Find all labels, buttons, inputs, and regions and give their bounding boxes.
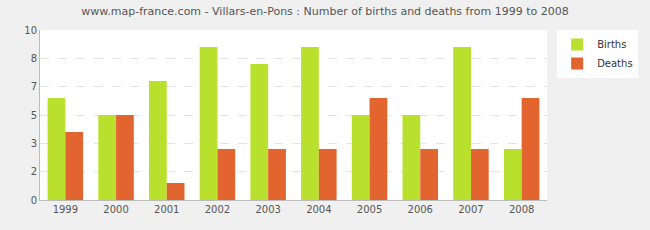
svg-text:www.map-france.com - Villars-e: www.map-france.com - Villars-en-Pons : N…: [81, 5, 568, 18]
svg-text:2007: 2007: [458, 204, 483, 215]
svg-text:2006: 2006: [408, 204, 433, 215]
svg-text:3: 3: [31, 138, 37, 149]
svg-text:0: 0: [31, 195, 37, 206]
svg-text:2003: 2003: [255, 204, 280, 215]
svg-text:2001: 2001: [154, 204, 179, 215]
svg-text:5: 5: [31, 110, 37, 121]
svg-text:2000: 2000: [103, 204, 128, 215]
svg-text:2005: 2005: [357, 204, 382, 215]
svg-text:Births: Births: [597, 39, 626, 50]
svg-text:1999: 1999: [53, 204, 78, 215]
svg-text:2004: 2004: [306, 204, 331, 215]
svg-text:2008: 2008: [509, 204, 534, 215]
svg-text:7: 7: [31, 81, 37, 92]
svg-text:2: 2: [31, 166, 37, 177]
svg-text:8: 8: [31, 53, 37, 64]
svg-text:10: 10: [24, 25, 37, 36]
svg-text:2002: 2002: [205, 204, 230, 215]
svg-text:Deaths: Deaths: [597, 58, 632, 69]
